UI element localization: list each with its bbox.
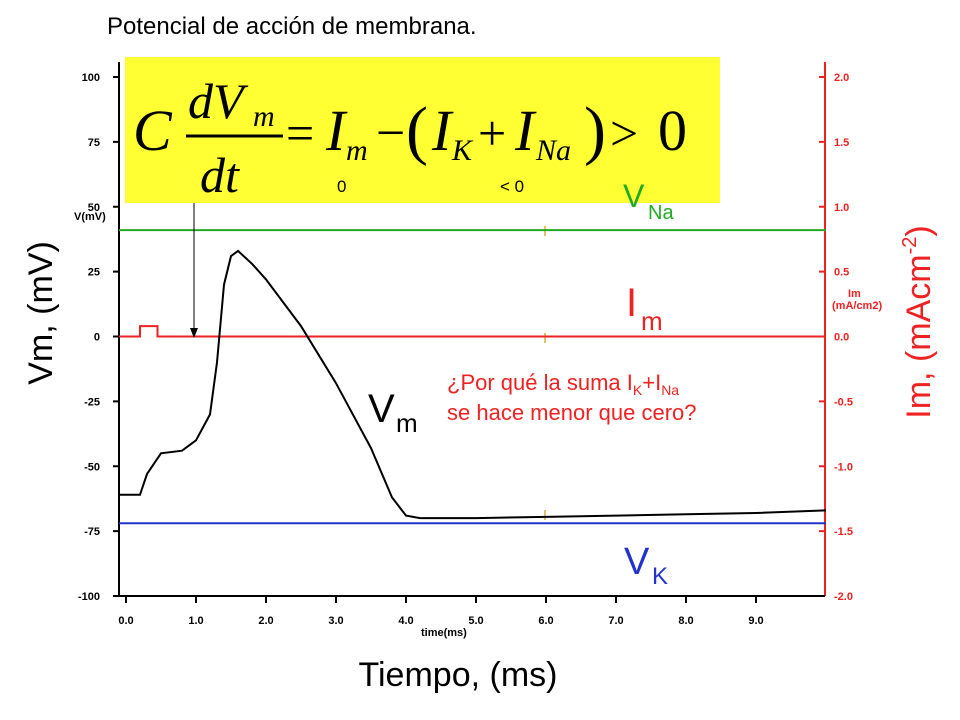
right-tick-label: 1.0 [834, 202, 849, 214]
eq-equals: = [286, 105, 314, 161]
right-tick-label: 0.0 [834, 332, 849, 344]
question-line-1: ¿Por qué la suma IK+INa [447, 370, 679, 398]
label-im-main: I [626, 281, 637, 325]
y-right-title-sup: -2 [899, 237, 921, 255]
eq-paren-close: ) [584, 94, 606, 167]
x-tick-label: 0.0 [118, 615, 133, 627]
left-tick-label: 50 [88, 202, 100, 214]
left-tick-label: 75 [88, 137, 100, 149]
x-tick-label: 7.0 [608, 615, 623, 627]
equation-box: C dV m dt = I m − ( I K + I Na ) > 0 0 <… [125, 57, 720, 203]
question-sub-k: K [633, 382, 643, 398]
x-tick-label: 2.0 [258, 615, 273, 627]
pointer-arrow [190, 202, 198, 338]
label-vm-main: V [368, 387, 395, 431]
label-vna-sub: Na [648, 202, 674, 224]
x-axis-title: Tiempo, (ms) [359, 656, 558, 694]
y-axis-right-title: Im, (mAcm-2) [899, 225, 938, 418]
x-axis-small-label: time(ms) [421, 627, 467, 639]
right-tick-label: 0.5 [834, 267, 849, 279]
right-tick-label: 2.0 [834, 72, 849, 84]
right-tick-label: -0.5 [834, 396, 853, 408]
series-line-vm [119, 249, 827, 520]
x-tick-label: 6.0 [538, 615, 553, 627]
left-tick-label: 0 [94, 332, 100, 344]
x-tick-label: 5.0 [468, 615, 483, 627]
eq-note-lt-zero: < 0 [500, 177, 524, 196]
eq-im-sub: m [346, 134, 368, 167]
x-tick-label: 3.0 [328, 615, 343, 627]
label-vna-main: V [623, 178, 645, 214]
eq-ik-sub: K [451, 134, 474, 167]
eq-minus: − [376, 105, 405, 162]
right-axis-ticks: 2.0 1.5 1.0 0.5 0.0 -0.5 -1.0 -1.5 -2.0 [819, 72, 853, 603]
arrow-head [190, 328, 198, 338]
question-line-2: se hace menor que cero? [447, 400, 697, 425]
left-axis: 100 75 50 25 0 -25 -50 -75 -100 V(mV) [74, 62, 120, 603]
eq-ik: I [431, 98, 454, 163]
eq-im: I [325, 98, 348, 163]
left-axis-small-label: V(mV) [74, 211, 106, 223]
eq-dv: dV [188, 73, 249, 129]
eq-note-zero: 0 [337, 177, 346, 196]
label-vk-main: V [624, 541, 650, 583]
eq-paren-open: ( [406, 94, 428, 167]
y-axis-left-title: Vm, (mV) [22, 241, 60, 385]
x-tick-label: 4.0 [398, 615, 413, 627]
left-tick-label: 100 [82, 72, 100, 84]
question-part-b: +I [642, 370, 661, 395]
right-tick-label: -1.5 [834, 526, 853, 538]
question-annotation: ¿Por qué la suma IK+INa se hace menor qu… [447, 370, 697, 425]
equation-background [125, 57, 720, 203]
right-axis-small-label-2: (mA/cm2) [832, 300, 882, 312]
right-tick-label: -2.0 [834, 591, 853, 603]
y-right-title-b: ) [900, 225, 938, 236]
left-tick-label: -100 [78, 591, 100, 603]
x-tick-label: 1.0 [188, 615, 203, 627]
question-part-a: ¿Por qué la suma I [447, 370, 633, 395]
eq-c: C [133, 98, 173, 163]
eq-dt: dt [200, 147, 240, 203]
eq-ina-sub: Na [535, 134, 571, 167]
right-axis: 2.0 1.5 1.0 0.5 0.0 -0.5 -1.0 -1.5 -2.0 Im (mA/c… [819, 62, 882, 603]
x-tick-label: 9.0 [748, 615, 763, 627]
series-line-im [119, 325, 826, 338]
left-axis-ticks: 100 75 50 25 0 -25 -50 -75 -100 [78, 72, 119, 603]
eq-plus: + [478, 105, 506, 161]
label-im-sub: m [641, 306, 663, 336]
question-sub-na: Na [661, 382, 679, 398]
left-tick-label: -50 [84, 461, 100, 473]
x-tick-label: 8.0 [678, 615, 693, 627]
left-tick-label: -75 [84, 526, 100, 538]
slide-title: Potencial de acción de membrana. [107, 13, 477, 40]
eq-zero: 0 [658, 98, 687, 163]
right-tick-label: 1.5 [834, 137, 849, 149]
right-axis-small-label-1: Im [848, 288, 861, 300]
eq-ina: I [514, 98, 537, 163]
eq-greater: > [610, 105, 638, 161]
x-axis: 0.0 1.0 2.0 3.0 4.0 5.0 6.0 7.0 8.0 9.0 time(ms) [118, 595, 825, 639]
y-right-title-a: Im, (mAcm [900, 254, 938, 418]
right-tick-label: -1.0 [834, 461, 853, 473]
left-tick-label: 25 [88, 267, 100, 279]
label-vm-sub: m [396, 408, 418, 438]
eq-dv-sub: m [253, 100, 275, 133]
left-tick-label: -25 [84, 396, 100, 408]
x-axis-ticks: 0.0 1.0 2.0 3.0 4.0 5.0 6.0 7.0 8.0 9.0 [118, 596, 764, 627]
label-vk-sub: K [652, 563, 668, 590]
